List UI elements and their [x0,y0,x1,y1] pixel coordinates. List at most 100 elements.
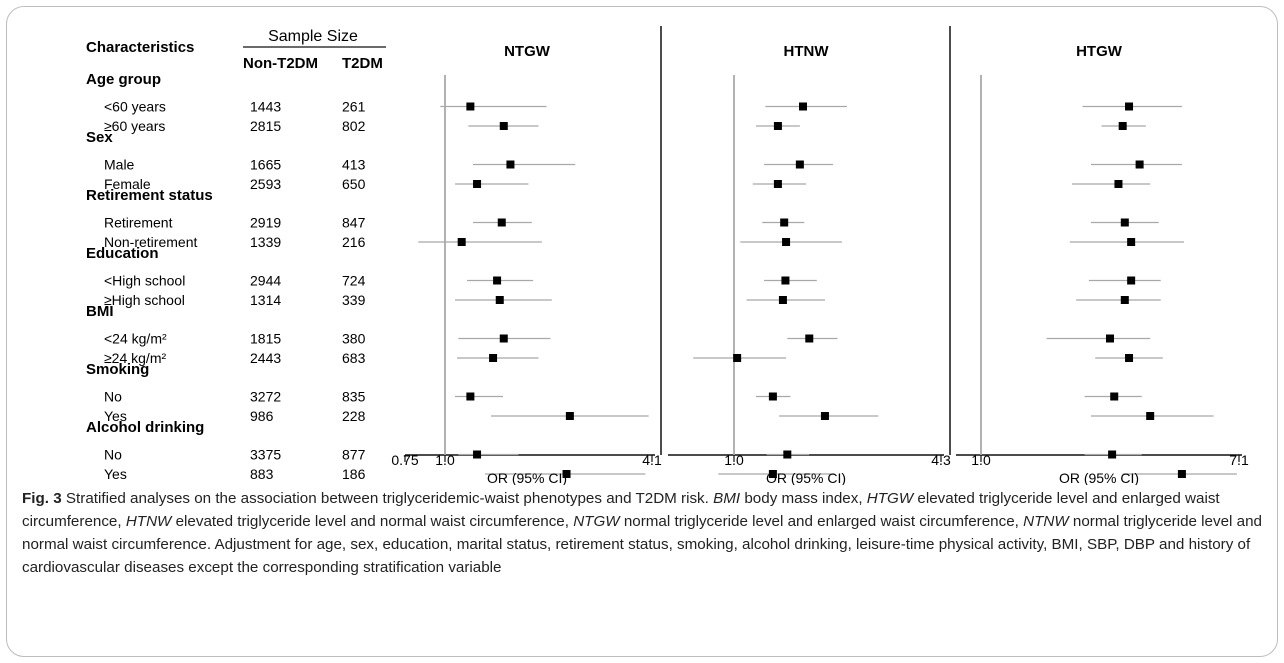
abbr-definition: elevated triglyceride level and enlarged… [22,490,1220,530]
tick-label-htgw-0: 1.0 [971,452,991,468]
abbr-term: HTNW [125,513,172,530]
row-label: Female [104,176,151,192]
non-t2dm-count: 1314 [250,292,281,308]
non-t2dm-count: 986 [250,408,274,424]
or-point [473,450,482,459]
panel-title-htgw: HTGW [1076,43,1123,60]
tick-label-ntgw-2: 4.1 [642,452,662,468]
or-point [1120,218,1129,227]
t2dm-count: 228 [342,408,366,424]
non-t2dm-count: 2593 [250,176,281,192]
non-t2dm-count: 1815 [250,331,281,347]
or-point [506,160,515,169]
t2dm-count: 339 [342,292,366,308]
non-t2dm-count: 883 [250,466,274,482]
t2dm-header: T2DM [342,55,383,72]
t2dm-count: 847 [342,215,366,231]
non-t2dm-count: 3272 [250,389,281,405]
or-point [805,334,814,343]
t2dm-count: 877 [342,447,366,463]
or-point [768,392,777,401]
abbr-definition: normal triglyceride level and normal wai… [22,513,1262,553]
t2dm-count: 186 [342,466,366,482]
caption-abbreviations: BMI body mass index, HTGW elevated trigl… [22,490,1262,553]
t2dm-count: 261 [342,99,366,115]
non-t2dm-count: 1443 [250,99,281,115]
t2dm-count: 724 [342,273,366,289]
xlabel-htgw: OR (95% CI) [1059,470,1139,485]
row-label: Yes [104,408,127,424]
or-point [457,238,466,246]
row-label: <High school [104,273,185,289]
t2dm-count: 216 [342,234,366,250]
or-point [795,160,804,169]
group-label: Education [86,245,159,262]
or-point [782,238,791,246]
row-label: Yes [104,466,127,482]
caption-text: Stratified analyses on the association b… [65,490,709,507]
or-point [1114,180,1123,188]
non-t2dm-count: 1339 [250,234,281,250]
row-label: ≥High school [104,292,185,308]
t2dm-count: 380 [342,331,366,347]
or-point [1125,102,1134,111]
group-label: Smoking [86,361,149,378]
or-point [783,450,792,459]
forest-plot: Characteristics Sample Size Non-T2DM T2D… [86,26,1249,485]
or-point [1120,296,1129,304]
table-rows: Age group <60 years 1443 261 ≥60 years 2815 80… [86,71,366,482]
or-point [497,218,506,227]
t2dm-count: 413 [342,157,366,173]
xlabel-ntgw: OR (95% CI) [487,470,567,485]
t2dm-count: 650 [342,176,366,192]
group-label: Retirement status [86,187,213,204]
figure-caption: Fig. 3 Stratified analyses on the associ… [22,487,1262,579]
tick-label-htgw-1: 7.1 [1229,452,1249,468]
or-point [780,218,789,227]
row-label: No [104,389,122,405]
panel-title-htnw: HTNW [784,43,830,60]
abbr-term: NTNW [1023,513,1069,530]
or-point [799,102,807,111]
or-point [1135,160,1144,169]
abbr-term: BMI [713,490,741,507]
figure-frame [6,6,1278,657]
caption-tail: Adjustment for age, sex, education, mari… [22,536,1251,576]
or-point [499,334,508,343]
non-t2dm-count: 1665 [250,157,281,173]
or-point [781,276,790,285]
or-point [1146,412,1155,420]
non-t2dm-count: 2815 [250,118,281,134]
or-point [499,122,508,130]
abbr-definition: normal triglyceride level and enlarged w… [619,513,1024,530]
non-t2dm-count: 2919 [250,215,281,231]
group-label: BMI [86,303,114,320]
or-point [1108,450,1117,459]
tick-label-htnw-0: 1.0 [724,452,744,468]
or-point [1125,354,1134,362]
or-point [489,354,498,362]
non-t2dm-header: Non-T2DM [243,55,318,72]
xlabel-htnw: OR (95% CI) [766,470,846,485]
row-label: ≥24 kg/m² [104,350,166,366]
panel-title-ntgw: NTGW [504,43,551,60]
row-label: Non-retirement [104,234,197,250]
or-point [1127,238,1136,246]
or-point [1177,470,1186,478]
row-label: No [104,447,122,463]
abbr-term: HTGW [866,490,914,507]
t2dm-count: 802 [342,118,366,134]
row-label: <24 kg/m² [104,331,167,347]
or-point [466,102,475,111]
or-point [1118,122,1127,130]
or-point [768,470,777,478]
row-label: Retirement [104,215,173,231]
t2dm-count: 835 [342,389,366,405]
tick-label-ntgw-0: 0.75 [391,452,418,468]
or-point [778,296,787,304]
or-point [565,412,574,420]
or-point [733,354,742,362]
group-label: Sex [86,129,113,146]
row-label: Male [104,157,135,173]
abbr-definition: elevated triglyceride level and normal w… [171,513,574,530]
